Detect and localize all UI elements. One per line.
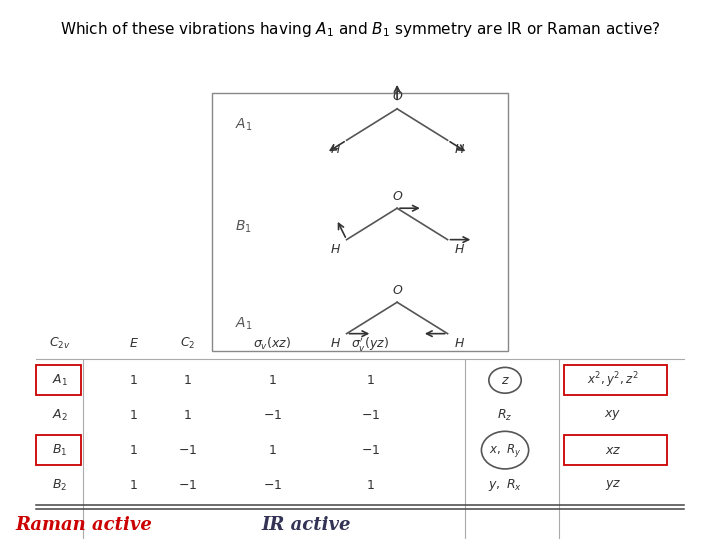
Text: 1: 1 xyxy=(269,374,276,387)
Text: $A_1$: $A_1$ xyxy=(235,315,253,332)
Text: $-1$: $-1$ xyxy=(263,409,282,422)
Text: Which of these vibrations having $A_1$ and $B_1$ symmetry are IR or Raman active: Which of these vibrations having $A_1$ a… xyxy=(60,20,660,39)
FancyBboxPatch shape xyxy=(212,93,508,350)
Text: H: H xyxy=(454,144,464,157)
Circle shape xyxy=(482,431,528,469)
Text: $-1$: $-1$ xyxy=(179,478,197,491)
Circle shape xyxy=(489,367,521,393)
Text: H: H xyxy=(330,144,340,157)
Text: $yz$: $yz$ xyxy=(605,478,621,492)
Text: O: O xyxy=(392,91,402,104)
Text: $xz$: $xz$ xyxy=(605,444,621,457)
Text: $x^2, y^2, z^2$: $x^2, y^2, z^2$ xyxy=(587,370,639,390)
Text: O: O xyxy=(392,190,402,203)
Text: H: H xyxy=(330,243,340,256)
Text: O: O xyxy=(392,284,402,297)
Text: 1: 1 xyxy=(184,409,192,422)
Text: 1: 1 xyxy=(184,374,192,387)
Text: H: H xyxy=(454,243,464,256)
Text: $A_1$: $A_1$ xyxy=(235,117,253,133)
Text: 1: 1 xyxy=(130,409,138,422)
Text: $E$: $E$ xyxy=(129,337,139,350)
FancyBboxPatch shape xyxy=(36,365,81,395)
Text: H: H xyxy=(454,337,464,350)
Text: H: H xyxy=(330,337,340,350)
Text: $B_1$: $B_1$ xyxy=(235,219,252,235)
Text: 1: 1 xyxy=(130,444,138,457)
Text: 1: 1 xyxy=(130,478,138,491)
Text: 1: 1 xyxy=(130,374,138,387)
Text: $R_z$: $R_z$ xyxy=(498,408,513,423)
Text: $-1$: $-1$ xyxy=(361,444,379,457)
FancyBboxPatch shape xyxy=(564,365,667,395)
Text: Raman active: Raman active xyxy=(15,516,152,534)
Text: $-1$: $-1$ xyxy=(179,444,197,457)
Text: $\sigma_v(xz)$: $\sigma_v(xz)$ xyxy=(253,335,292,352)
Text: $y,\ R_x$: $y,\ R_x$ xyxy=(488,477,522,493)
Text: $C_{2v}$: $C_{2v}$ xyxy=(49,336,71,351)
Text: $\sigma_v'(yz)$: $\sigma_v'(yz)$ xyxy=(351,335,390,353)
Text: 1: 1 xyxy=(366,374,374,387)
Text: $z$: $z$ xyxy=(500,374,510,387)
Text: $A_1$: $A_1$ xyxy=(52,373,68,388)
FancyBboxPatch shape xyxy=(564,435,667,465)
FancyBboxPatch shape xyxy=(36,435,81,465)
Text: $A_2$: $A_2$ xyxy=(52,408,68,423)
Text: $xy$: $xy$ xyxy=(604,408,621,422)
Text: $B_2$: $B_2$ xyxy=(53,477,68,492)
Text: $B_1$: $B_1$ xyxy=(52,443,68,458)
Text: 1: 1 xyxy=(366,478,374,491)
Text: 1: 1 xyxy=(269,444,276,457)
Text: $x,\ R_y$: $x,\ R_y$ xyxy=(489,442,521,458)
Text: IR active: IR active xyxy=(261,516,351,534)
Text: $-1$: $-1$ xyxy=(263,478,282,491)
Text: $-1$: $-1$ xyxy=(361,409,379,422)
Text: $C_2$: $C_2$ xyxy=(180,336,196,351)
